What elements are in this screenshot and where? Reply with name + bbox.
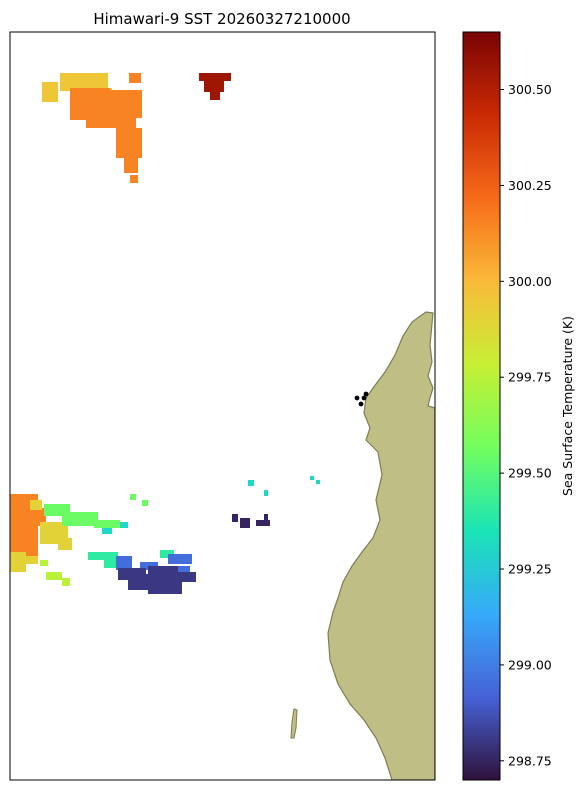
- map-frame: [9, 31, 436, 781]
- colorbar-tick-label: 299.25: [508, 562, 552, 577]
- colorbar-tick-label: 298.75: [508, 753, 552, 768]
- sst-pixel-patch: [102, 528, 112, 534]
- sst-pixel-patch: [256, 520, 270, 526]
- sst-pixel-patch: [168, 554, 192, 564]
- sst-pixel-patch: [264, 490, 268, 496]
- sst-pixel-patch: [30, 508, 46, 526]
- sst-pixel-patch: [130, 175, 138, 183]
- sst-pixel-patch: [104, 90, 142, 118]
- sst-pixel-patch: [204, 80, 224, 92]
- sst-pixel-patch: [124, 155, 138, 173]
- sst-pixel-patch: [30, 500, 42, 510]
- colorbar-tick-label: 300.00: [508, 274, 552, 289]
- sst-pixel-patch: [160, 550, 174, 558]
- sst-pixel-patch: [94, 520, 120, 528]
- sst-pixel-patch: [130, 494, 136, 500]
- sst-pixel-patch: [142, 500, 148, 506]
- sst-pixel-patch: [46, 572, 62, 580]
- sst-pixel-patch: [176, 566, 190, 574]
- sst-pixel-patch: [176, 572, 196, 582]
- sst-pixel-patch: [316, 480, 320, 484]
- sst-pixel-patch: [199, 73, 231, 81]
- sst-pixel-patch: [310, 476, 314, 480]
- sst-pixel-patch: [264, 514, 268, 520]
- sst-pixel-patch: [24, 556, 38, 564]
- colorbar-ticks: 298.75 299.00 299.25 299.50 299.75 300.00 300.…: [500, 82, 552, 768]
- sst-pixel-patch: [232, 514, 238, 522]
- sst-pixel-patch: [104, 560, 122, 568]
- sst-pixel-patch: [42, 82, 58, 102]
- coastline-landmass: [327, 311, 435, 780]
- sst-pixel-patch: [10, 552, 26, 572]
- colorbar-tick-label: 300.25: [508, 178, 552, 193]
- colorbar-label: Sea Surface Temperature (K): [560, 316, 575, 496]
- sst-pixel-patch: [240, 518, 250, 528]
- sst-pixel-layer: [10, 73, 320, 594]
- sst-pixel-patch: [116, 556, 132, 570]
- colorbar: 298.75 299.00 299.25 299.50 299.75 300.00 300.…: [462, 31, 575, 781]
- sst-pixel-patch: [116, 128, 142, 158]
- sst-pixel-patch: [210, 90, 220, 100]
- sst-pixel-patch: [62, 578, 70, 586]
- map-panel: [9, 31, 436, 781]
- black-dots: [354, 391, 369, 407]
- colorbar-tick-label: 299.00: [508, 657, 552, 672]
- chart-title: Himawari-9 SST 20260327210000: [93, 10, 350, 28]
- colorbar-tick-label: 300.50: [508, 82, 552, 97]
- sst-pixel-patch: [248, 480, 254, 486]
- land-layer: [290, 311, 435, 780]
- colorbar-gradient: [462, 31, 501, 781]
- sst-pixel-patch: [88, 552, 118, 560]
- sst-pixel-patch: [129, 73, 141, 83]
- sst-pixel-patch: [58, 538, 72, 550]
- sst-pixel-patch: [40, 560, 48, 566]
- sst-pixel-patch: [60, 73, 85, 91]
- colorbar-tick-label: 299.75: [508, 370, 552, 385]
- sst-pixel-patch: [62, 512, 98, 526]
- small-island: [290, 708, 298, 739]
- sst-pixel-patch: [120, 522, 128, 528]
- colorbar-tick-label: 299.50: [508, 466, 552, 481]
